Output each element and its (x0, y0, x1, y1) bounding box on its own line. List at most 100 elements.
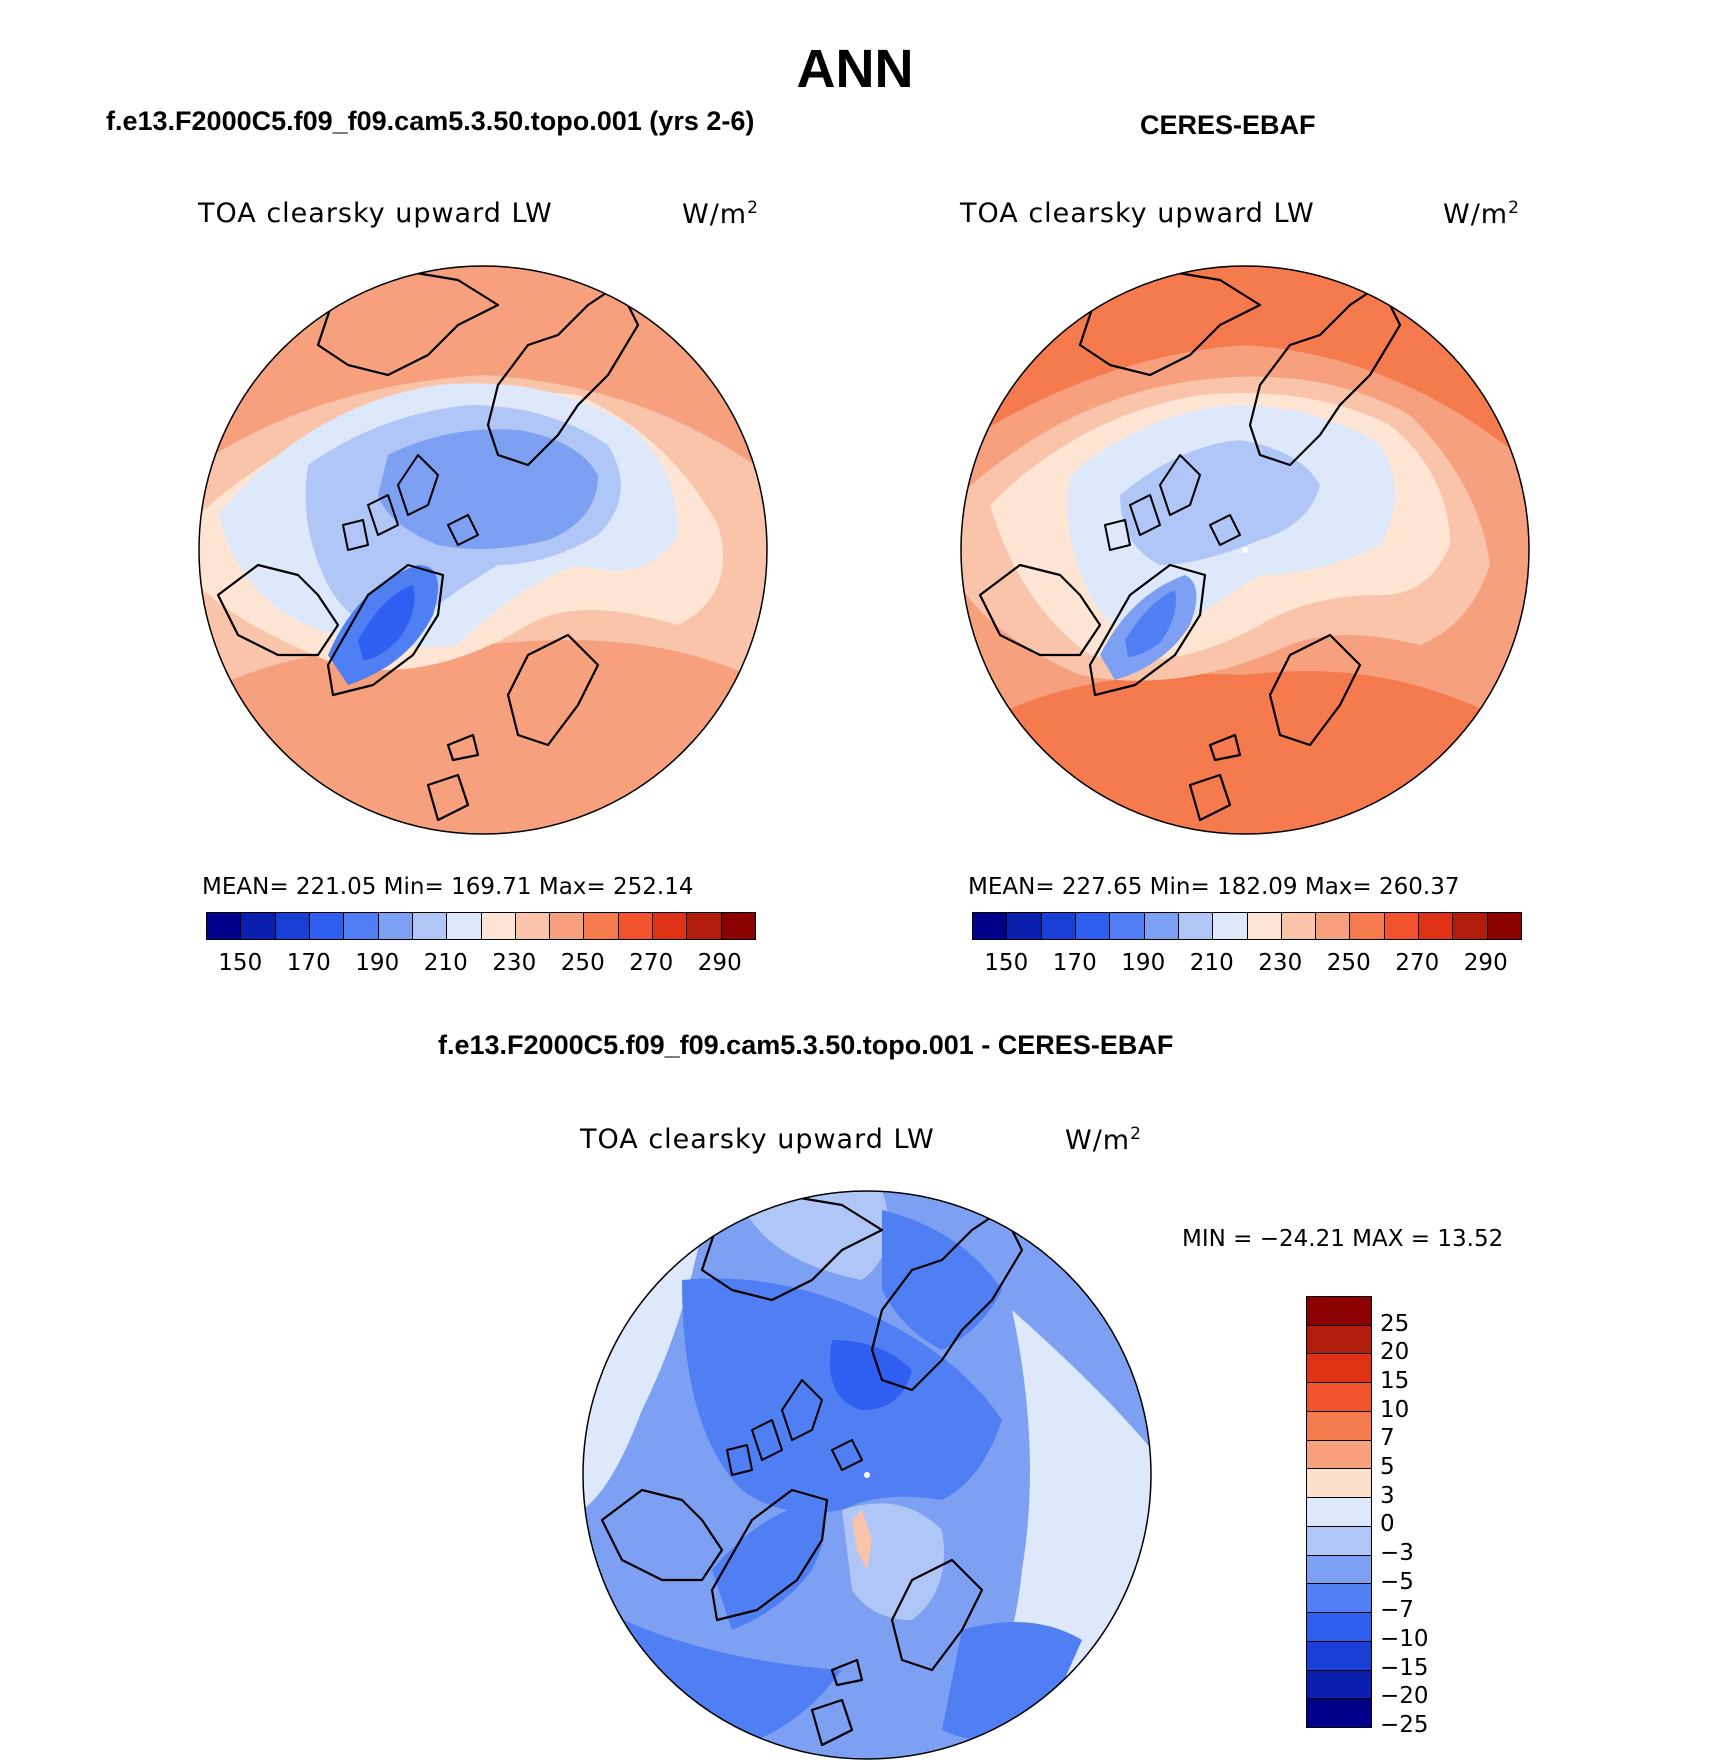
diff-variable-label: TOA clearsky upward LW (580, 1124, 935, 1155)
colorbar-box (1307, 1383, 1371, 1412)
obs-colorbar (972, 912, 1522, 940)
colorbar-tick-label: 190 (355, 950, 400, 976)
model-polar-map (198, 265, 768, 835)
colorbar-box (1075, 913, 1111, 939)
colorbar-box (1307, 1641, 1371, 1671)
colorbar-box (1307, 1699, 1371, 1728)
colorbar-tick-label: 250 (560, 950, 605, 976)
colorbar-box (1487, 913, 1521, 939)
colorbar-box (1453, 913, 1488, 939)
colorbar-box (1307, 1469, 1371, 1499)
obs-colorbar-ticks: 150 170 190 210 230 250 270 290 (972, 950, 1520, 980)
colorbar-tick-label: 150 (218, 950, 263, 976)
colorbar-box (1384, 913, 1420, 939)
colorbar-box (1307, 1584, 1371, 1614)
colorbar-tick-label: 3 (1380, 1482, 1395, 1509)
colorbar-tick-label: 20 (1380, 1339, 1410, 1366)
colorbar-tick-label: 170 (286, 950, 331, 976)
colorbar-box (1307, 1354, 1371, 1384)
colorbar-box (584, 913, 619, 939)
colorbar-tick-label: 7 (1380, 1425, 1395, 1452)
colorbar-box (1307, 1526, 1371, 1556)
colorbar-tick-label: −20 (1380, 1683, 1429, 1710)
obs-polar-map (960, 265, 1530, 835)
colorbar-tick-label: 270 (629, 950, 674, 976)
colorbar-box (1307, 1440, 1371, 1470)
obs-variable-label: TOA clearsky upward LW (960, 198, 1315, 229)
model-case-title: f.e13.F2000C5.f09_f09.cam5.3.50.topo.001… (106, 106, 755, 136)
colorbar-tick-label: 170 (1052, 950, 1097, 976)
diff-units-label: W/m2 (1065, 1124, 1142, 1156)
colorbar-tick-label: −7 (1380, 1597, 1414, 1624)
colorbar-tick-label: 190 (1121, 950, 1166, 976)
colorbar-tick-label: 15 (1380, 1368, 1410, 1394)
model-stats: MEAN= 221.05 Min= 169.71 Max= 252.14 (202, 874, 694, 900)
colorbar-tick-label: −3 (1380, 1540, 1414, 1566)
colorbar-box (1247, 913, 1282, 939)
colorbar-box (344, 913, 379, 939)
colorbar-tick-label: 250 (1326, 950, 1371, 976)
colorbar-box (1281, 913, 1317, 939)
model-colorbar (206, 912, 756, 940)
colorbar-box (481, 913, 516, 939)
diff-colorbar-ticks: 25 20 15 10 7 5 3 0 −3 −5 −7 −10 −15 −20 −25 (1380, 1296, 1480, 1738)
colorbar-tick-label: 230 (492, 950, 537, 976)
model-variable-label: TOA clearsky upward LW (198, 198, 553, 229)
colorbar-tick-label: 210 (423, 950, 468, 976)
colorbar-box (1213, 913, 1248, 939)
colorbar-box (309, 913, 345, 939)
colorbar-box (1307, 1613, 1371, 1642)
colorbar-box (653, 913, 688, 939)
colorbar-box (412, 913, 448, 939)
colorbar-box (1307, 1670, 1371, 1700)
colorbar-tick-label: 290 (1463, 950, 1508, 976)
diff-polar-map (582, 1190, 1152, 1760)
diff-case-title: f.e13.F2000C5.f09_f09.cam5.3.50.topo.001… (438, 1030, 1174, 1060)
figure-title: ANN (796, 39, 914, 99)
colorbar-box (1307, 1297, 1371, 1326)
diff-colorbar (1306, 1296, 1372, 1728)
colorbar-box (1007, 913, 1042, 939)
colorbar-tick-label: 290 (697, 950, 742, 976)
colorbar-tick-label: 25 (1380, 1310, 1410, 1337)
colorbar-tick-label: 230 (1258, 950, 1303, 976)
obs-stats: MEAN= 227.65 Min= 182.09 Max= 260.37 (968, 874, 1460, 900)
colorbar-tick-label: −5 (1380, 1568, 1414, 1595)
colorbar-tick-label: 0 (1380, 1511, 1395, 1538)
diff-minmax: MIN = −24.21 MAX = 13.52 (1182, 1226, 1504, 1252)
obs-units-label: W/m2 (1443, 198, 1520, 230)
colorbar-box (1144, 913, 1179, 939)
colorbar-box (721, 913, 755, 939)
colorbar-box (447, 913, 482, 939)
colorbar-tick-label: −15 (1380, 1654, 1429, 1681)
model-colorbar-ticks: 150 170 190 210 230 250 270 290 (206, 950, 754, 980)
colorbar-box (275, 913, 310, 939)
colorbar-box (1419, 913, 1454, 939)
colorbar-box (1316, 913, 1351, 939)
colorbar-box (1178, 913, 1214, 939)
colorbar-tick-label: −25 (1380, 1712, 1429, 1738)
colorbar-tick-label: 210 (1189, 950, 1234, 976)
colorbar-box (550, 913, 585, 939)
colorbar-box (1110, 913, 1145, 939)
colorbar-box (1041, 913, 1076, 939)
colorbar-box (687, 913, 722, 939)
colorbar-box (1307, 1555, 1371, 1585)
colorbar-box (207, 913, 242, 939)
colorbar-tick-label: 150 (984, 950, 1029, 976)
colorbar-tick-label: −10 (1380, 1626, 1429, 1652)
colorbar-box (618, 913, 654, 939)
colorbar-box (1307, 1411, 1371, 1441)
colorbar-box (1307, 1498, 1371, 1527)
colorbar-tick-label: 5 (1380, 1454, 1395, 1480)
colorbar-box (241, 913, 276, 939)
colorbar-box (973, 913, 1008, 939)
colorbar-box (378, 913, 413, 939)
colorbar-box (515, 913, 551, 939)
obs-case-title: CERES-EBAF (1140, 110, 1316, 140)
colorbar-box (1307, 1325, 1371, 1355)
model-units-label: W/m2 (682, 198, 759, 230)
colorbar-box (1350, 913, 1385, 939)
colorbar-tick-label: 270 (1395, 950, 1440, 976)
colorbar-tick-label: 10 (1380, 1396, 1410, 1423)
